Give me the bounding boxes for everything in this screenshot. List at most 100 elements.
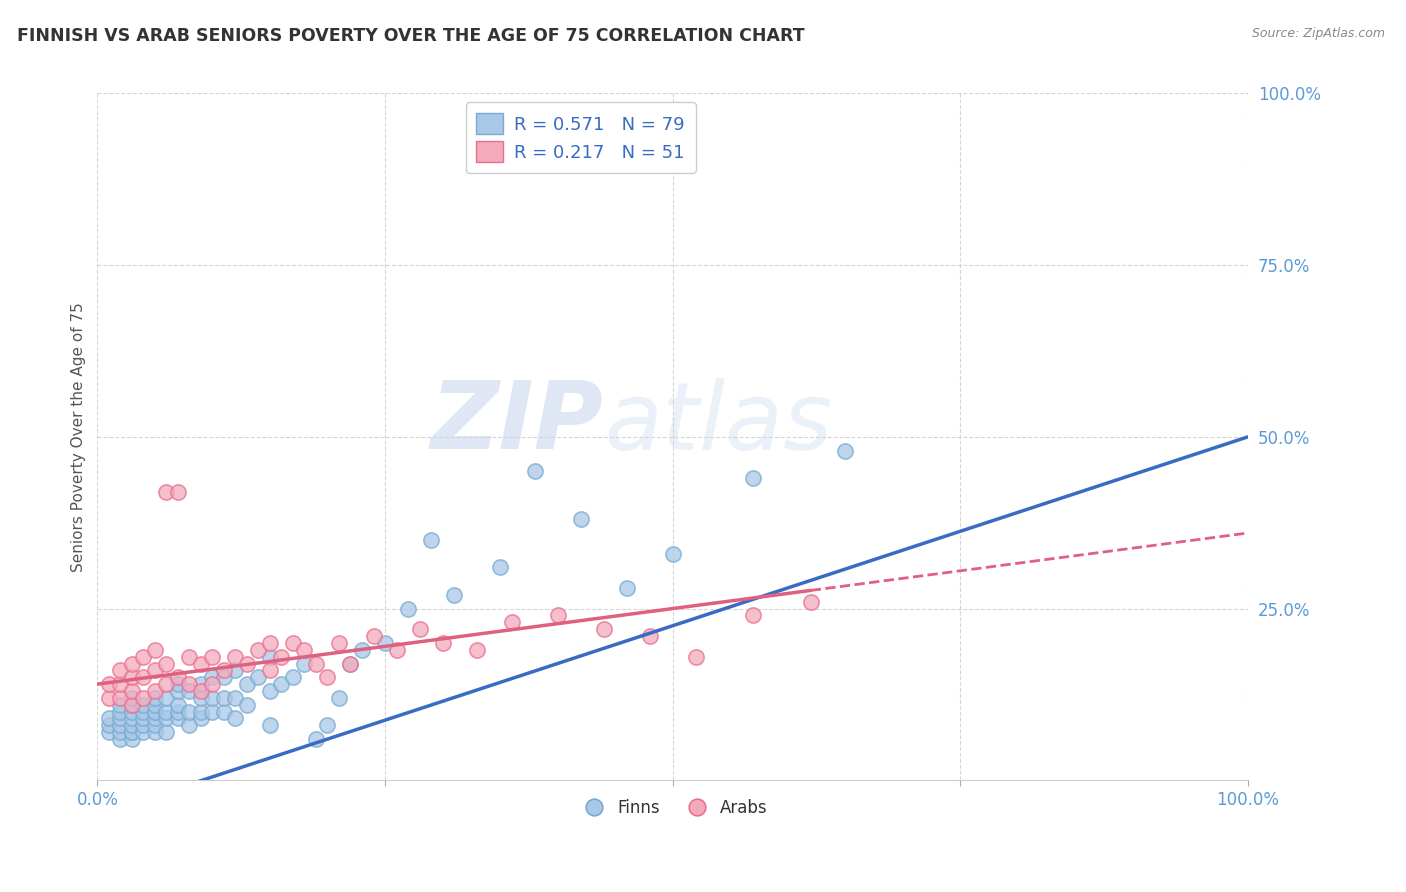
Point xyxy=(167,698,190,712)
Point xyxy=(592,622,614,636)
Point xyxy=(547,608,569,623)
Point xyxy=(143,711,166,725)
Point xyxy=(132,718,155,732)
Point xyxy=(143,705,166,719)
Point xyxy=(247,642,270,657)
Point xyxy=(132,725,155,739)
Point xyxy=(179,684,201,698)
Point xyxy=(121,698,143,712)
Point xyxy=(132,649,155,664)
Point xyxy=(294,642,316,657)
Point xyxy=(155,711,177,725)
Point xyxy=(167,484,190,499)
Point xyxy=(374,636,396,650)
Point xyxy=(259,636,281,650)
Point xyxy=(201,705,224,719)
Point xyxy=(132,705,155,719)
Point xyxy=(201,649,224,664)
Point xyxy=(121,690,143,705)
Point xyxy=(432,636,454,650)
Point xyxy=(224,711,246,725)
Point xyxy=(97,690,120,705)
Point xyxy=(305,732,328,747)
Point xyxy=(121,657,143,671)
Point xyxy=(385,642,408,657)
Point xyxy=(305,657,328,671)
Point xyxy=(110,718,132,732)
Point xyxy=(224,690,246,705)
Legend: Finns, Arabs: Finns, Arabs xyxy=(571,792,775,823)
Point xyxy=(143,684,166,698)
Point xyxy=(259,718,281,732)
Point xyxy=(328,636,350,650)
Point xyxy=(97,718,120,732)
Point xyxy=(742,608,765,623)
Text: atlas: atlas xyxy=(603,377,832,468)
Point xyxy=(97,711,120,725)
Point xyxy=(224,664,246,678)
Point xyxy=(742,471,765,485)
Point xyxy=(212,705,235,719)
Point xyxy=(132,690,155,705)
Point xyxy=(212,690,235,705)
Point xyxy=(132,698,155,712)
Point xyxy=(121,732,143,747)
Point xyxy=(155,484,177,499)
Point xyxy=(465,642,488,657)
Point xyxy=(501,615,523,630)
Point xyxy=(236,657,259,671)
Point xyxy=(294,657,316,671)
Point xyxy=(167,711,190,725)
Point xyxy=(281,670,304,684)
Point xyxy=(121,698,143,712)
Point xyxy=(270,649,292,664)
Point xyxy=(110,705,132,719)
Point xyxy=(201,670,224,684)
Point xyxy=(143,718,166,732)
Point xyxy=(281,636,304,650)
Point xyxy=(190,677,212,691)
Point xyxy=(270,677,292,691)
Point xyxy=(328,690,350,705)
Point xyxy=(363,629,385,643)
Point xyxy=(190,705,212,719)
Point xyxy=(569,512,592,526)
Text: ZIP: ZIP xyxy=(430,377,603,469)
Point xyxy=(167,670,190,684)
Point xyxy=(121,718,143,732)
Point xyxy=(179,718,201,732)
Point xyxy=(616,581,638,595)
Point xyxy=(110,732,132,747)
Point xyxy=(97,725,120,739)
Point xyxy=(121,711,143,725)
Point xyxy=(155,677,177,691)
Point xyxy=(143,664,166,678)
Point xyxy=(201,690,224,705)
Point xyxy=(420,533,443,547)
Point xyxy=(190,657,212,671)
Point xyxy=(143,698,166,712)
Point xyxy=(167,684,190,698)
Point xyxy=(316,718,339,732)
Point xyxy=(132,711,155,725)
Point xyxy=(443,588,465,602)
Point xyxy=(236,677,259,691)
Point xyxy=(800,595,823,609)
Point xyxy=(132,670,155,684)
Point xyxy=(638,629,661,643)
Point xyxy=(212,664,235,678)
Point xyxy=(179,649,201,664)
Point xyxy=(339,657,361,671)
Y-axis label: Seniors Poverty Over the Age of 75: Seniors Poverty Over the Age of 75 xyxy=(72,302,86,572)
Point xyxy=(190,684,212,698)
Point xyxy=(143,642,166,657)
Point xyxy=(167,677,190,691)
Point xyxy=(190,711,212,725)
Point xyxy=(121,684,143,698)
Point xyxy=(179,705,201,719)
Point xyxy=(834,443,856,458)
Point xyxy=(201,677,224,691)
Point xyxy=(110,711,132,725)
Point xyxy=(316,670,339,684)
Point xyxy=(110,664,132,678)
